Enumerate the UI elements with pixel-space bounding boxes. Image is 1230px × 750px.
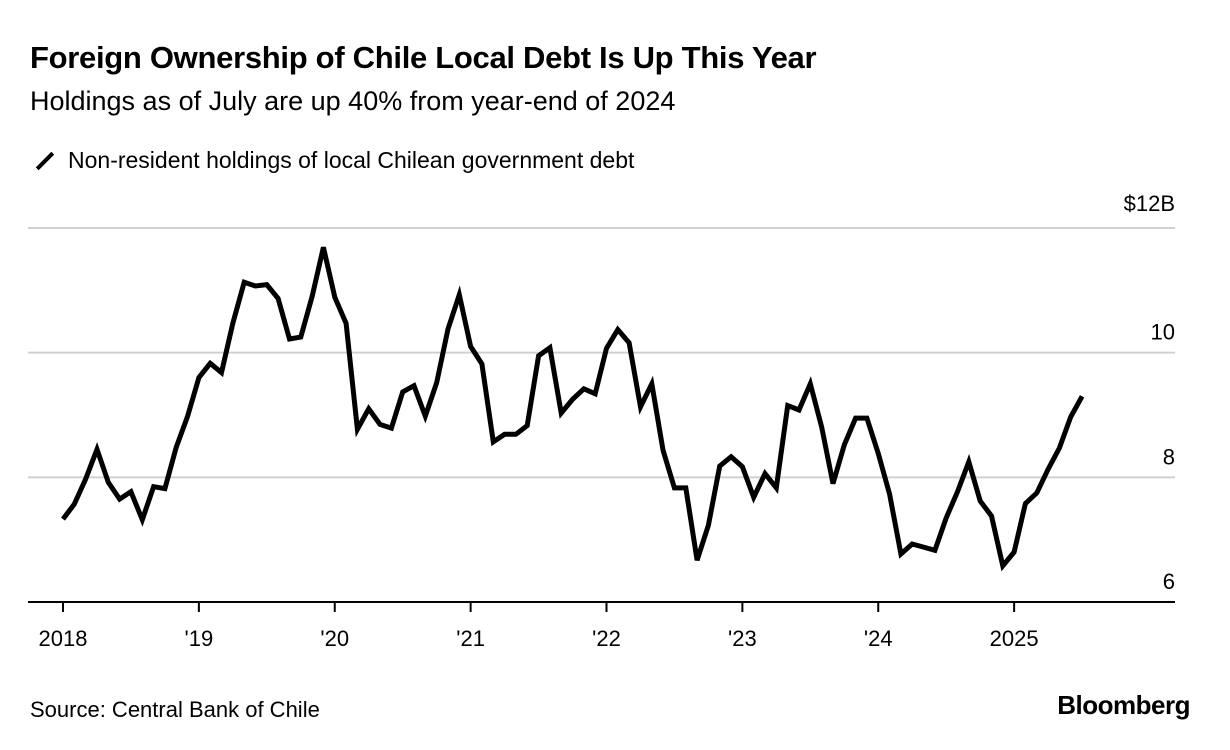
x-tick-label: '22: [592, 626, 621, 651]
x-tick-label: 2018: [39, 626, 88, 651]
x-tick-label: '19: [185, 626, 214, 651]
x-tick-label: '20: [320, 626, 349, 651]
x-tick-label: '24: [864, 626, 893, 651]
chart-subtitle: Holdings as of July are up 40% from year…: [30, 86, 676, 116]
legend: Non-resident holdings of local Chilean g…: [30, 147, 634, 174]
y-tick-label: 10: [1151, 320, 1175, 345]
source-note: Source: Central Bank of Chile: [30, 697, 320, 722]
series-line: [61, 246, 1085, 572]
line-chart: $12B 10 8 6 2018 '19 '20 '21 '22 '23 '24 2025: [28, 191, 1175, 651]
y-tick-label: 8: [1163, 444, 1175, 469]
y-tick-label: 6: [1163, 569, 1175, 594]
legend-label: Non-resident holdings of local Chilean g…: [68, 147, 635, 173]
y-tick-label: $12B: [1124, 191, 1175, 216]
x-tick-label: 2025: [990, 626, 1039, 651]
x-tick-label: '23: [728, 626, 757, 651]
x-tick-label: '21: [456, 626, 485, 651]
chart-title: Foreign Ownership of Chile Local Debt Is…: [30, 40, 817, 75]
bloomberg-logo: Bloomberg: [1057, 690, 1190, 720]
